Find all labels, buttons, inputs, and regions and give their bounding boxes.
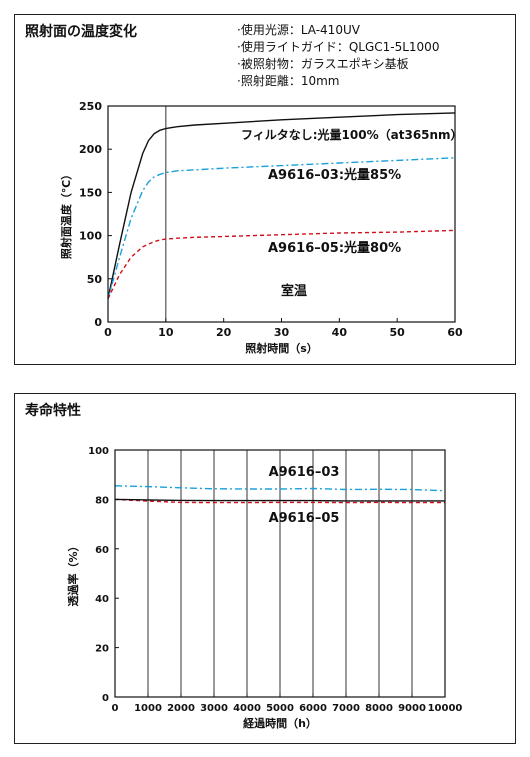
x-tick-label: 0 <box>112 703 119 714</box>
x-tick-label: 30 <box>274 326 290 339</box>
y-tick-label: 0 <box>94 316 102 329</box>
temperature-chart-title: 照射面の温度変化 <box>25 24 137 40</box>
y-tick-label: 0 <box>102 693 109 704</box>
series-line <box>114 498 445 504</box>
y-tick-label: 100 <box>79 230 102 243</box>
room-temperature-label: 室温 <box>281 283 307 299</box>
conditions-list: ·使用光源：LA-410UV ·使用ライトガイド：QLGC1-5L1000 ·被… <box>237 22 439 90</box>
x-tick-label: 40 <box>332 326 348 339</box>
plot-frame <box>114 449 446 698</box>
x-tick-label: 0 <box>104 326 112 339</box>
series-line <box>114 498 445 502</box>
y-tick-label: 50 <box>87 273 103 286</box>
series-line <box>107 157 456 299</box>
x-tick-label: 10000 <box>428 703 463 714</box>
y-tick-label: 40 <box>95 594 109 605</box>
x-tick-label: 10 <box>158 326 174 339</box>
x-axis-label: 照射時間（s） <box>245 341 318 355</box>
condition-target: ·被照射物：ガラスエポキシ基板 <box>237 57 409 71</box>
condition-distance: ·照射距離：10mm <box>237 74 340 88</box>
x-tick-label: 8000 <box>365 703 393 714</box>
x-tick-label: 2000 <box>167 703 195 714</box>
x-tick-label: 50 <box>390 326 406 339</box>
plot-frame <box>107 105 456 323</box>
y-axis-label: 透過率（%） <box>66 540 80 606</box>
lifetime-chart-panel: 寿命特性 0 1000 2000 3000 4000 5000 6000 7000 8000 90… <box>14 393 516 744</box>
lifetime-chart: 0 1000 2000 3000 4000 5000 6000 7000 8000 9000 100… <box>66 446 463 730</box>
x-tick-label: 60 <box>447 326 463 339</box>
y-tick-label: 250 <box>79 100 102 113</box>
condition-light-guide: ·使用ライトガイド：QLGC1-5L1000 <box>237 40 440 54</box>
series-line <box>107 112 456 299</box>
series-label: フィルタなし:光量100%（at365nm） <box>241 127 463 142</box>
x-tick-label: 1000 <box>134 703 162 714</box>
x-axis-label: 経過時間（h） <box>243 716 317 730</box>
y-axis-label: 照射面温度（℃） <box>59 169 73 259</box>
y-tick-label: 200 <box>79 143 102 156</box>
temperature-chart: 0 10 20 30 40 50 60 0 50 100 150 200 250 照射時間（s） 照射面温度… <box>59 100 463 355</box>
condition-light-source: ·使用光源：LA-410UV <box>237 23 360 37</box>
x-tick-label: 7000 <box>332 703 360 714</box>
series-line <box>114 485 446 492</box>
x-tick-label: 5000 <box>266 703 294 714</box>
x-tick-label: 4000 <box>233 703 261 714</box>
x-tick-label: 20 <box>216 326 232 339</box>
series-label: A9616–05 <box>269 511 340 526</box>
series-label: A9616–03 <box>269 465 340 480</box>
x-tick-label: 9000 <box>398 703 426 714</box>
x-tick-label: 3000 <box>200 703 228 714</box>
temperature-chart-panel: 照射面の温度変化 ·使用光源：LA-410UV ·使用ライトガイド：QLGC1-… <box>14 14 516 365</box>
x-tick-label: 6000 <box>299 703 327 714</box>
y-tick-label: 20 <box>95 644 109 655</box>
series-line <box>107 229 456 300</box>
series-label: A9616–05:光量80% <box>268 240 401 256</box>
y-tick-label: 80 <box>95 495 109 506</box>
lifetime-chart-title: 寿命特性 <box>25 403 81 419</box>
y-tick-label: 100 <box>88 446 109 457</box>
y-tick-label: 150 <box>79 186 102 199</box>
series-label: A9616–03:光量85% <box>268 167 401 183</box>
y-tick-label: 60 <box>95 545 109 556</box>
